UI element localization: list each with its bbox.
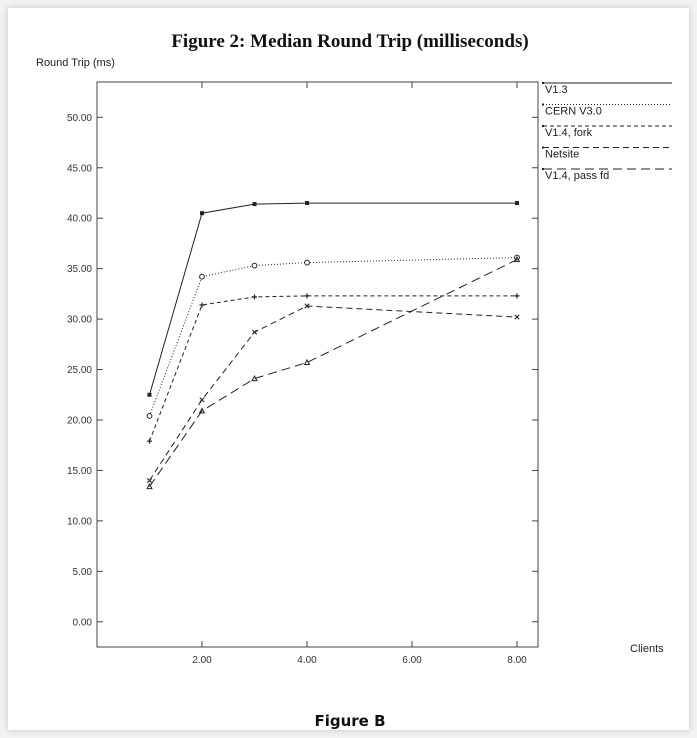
legend-label-v1-4-pass-fd: V1.4, pass fd: [545, 170, 609, 182]
legend-label-netsite: Netsite: [545, 149, 579, 161]
y-tick-label: 40.00: [67, 214, 92, 225]
data-point-v1-3: [305, 201, 309, 206]
data-point-v1-4-fork: [147, 438, 152, 444]
data-point-v1-4-pass-fd: [146, 482, 153, 490]
data-point-v1-4-pass-fd: [198, 407, 206, 414]
y-tick-label: 15.00: [67, 466, 92, 477]
y-tick-label: 50.00: [67, 113, 92, 124]
y-tick-label: 45.00: [67, 163, 92, 174]
data-point-netsite: [251, 329, 258, 335]
series-line-v1-3: [149, 202, 517, 395]
x-axis-title: Clients: [630, 643, 664, 655]
x-tick-label: 4.00: [297, 655, 317, 666]
chart-title: Figure 2: Median Round Trip (millisecond…: [171, 31, 528, 52]
legend-label-v1-3: V1.3: [545, 84, 568, 96]
data-point-cern-v3-0: [251, 262, 258, 269]
x-tick-label: 8.00: [507, 655, 527, 666]
x-tick-label: 2.00: [192, 655, 212, 666]
data-point-cern-v3-0: [199, 273, 205, 280]
y-tick-label: 5.00: [73, 567, 93, 578]
legend-marker-v1-4-fork: [542, 125, 544, 127]
data-point-v1-4-pass-fd: [303, 358, 311, 365]
legend-label-cern-v3-0: CERN V3.0: [545, 106, 602, 118]
series-line-cern-v3-0: [149, 257, 518, 417]
y-tick-label: 30.00: [67, 315, 92, 326]
data-point-v1-3: [252, 202, 257, 207]
data-point-v1-3: [200, 211, 204, 216]
y-tick-label: 25.00: [67, 365, 92, 376]
legend-marker-v1-3: [542, 82, 544, 84]
plot-area: 0.00 5.00 10.00 15.00 20.00 25.00 30.00 35.00 40…: [67, 81, 539, 666]
figure-card: [8, 8, 689, 730]
y-tick-label: 10.00: [67, 516, 92, 527]
data-point-v1-4-fork: [199, 302, 205, 308]
legend-label-v1-4-fork: V1.4, fork: [545, 127, 593, 139]
data-point-v1-3: [147, 392, 152, 397]
data-point-v1-4-pass-fd: [251, 374, 258, 382]
plot-frame: [96, 81, 539, 648]
data-point-netsite: [199, 397, 205, 403]
x-tick-label: 6.00: [402, 655, 422, 666]
data-point-v1-4-pass-fd: [513, 255, 521, 263]
legend: V1.3 CERN V3.0 V1.4, fork Netsite V1.4, pass…: [542, 82, 672, 182]
y-tick-label: 20.00: [67, 415, 92, 426]
legend-marker-cern-v3-0: [542, 103, 544, 106]
data-point-cern-v3-0: [146, 413, 153, 419]
legend-marker-v1-4-pass-fd: [542, 168, 544, 170]
data-point-netsite: [304, 303, 310, 309]
series-line-netsite: [149, 305, 518, 481]
data-point-cern-v3-0: [304, 259, 310, 266]
legend-marker-netsite: [542, 146, 544, 149]
y-tick-label: 0.00: [73, 617, 93, 628]
data-point-v1-3: [515, 201, 519, 206]
data-point-v1-4-fork: [514, 293, 520, 299]
data-point-netsite: [514, 314, 520, 320]
data-point-v1-4-fork: [304, 293, 310, 299]
series-line-v1-4-fork: [149, 295, 517, 442]
data-point-v1-4-fork: [252, 294, 257, 300]
figure-caption: Figure B: [314, 712, 385, 730]
data-point-netsite: [146, 477, 153, 484]
series-line-v1-4-pass-fd: [149, 259, 518, 487]
y-axis-title: Round Trip (ms): [36, 57, 115, 69]
y-tick-label: 35.00: [67, 264, 92, 275]
